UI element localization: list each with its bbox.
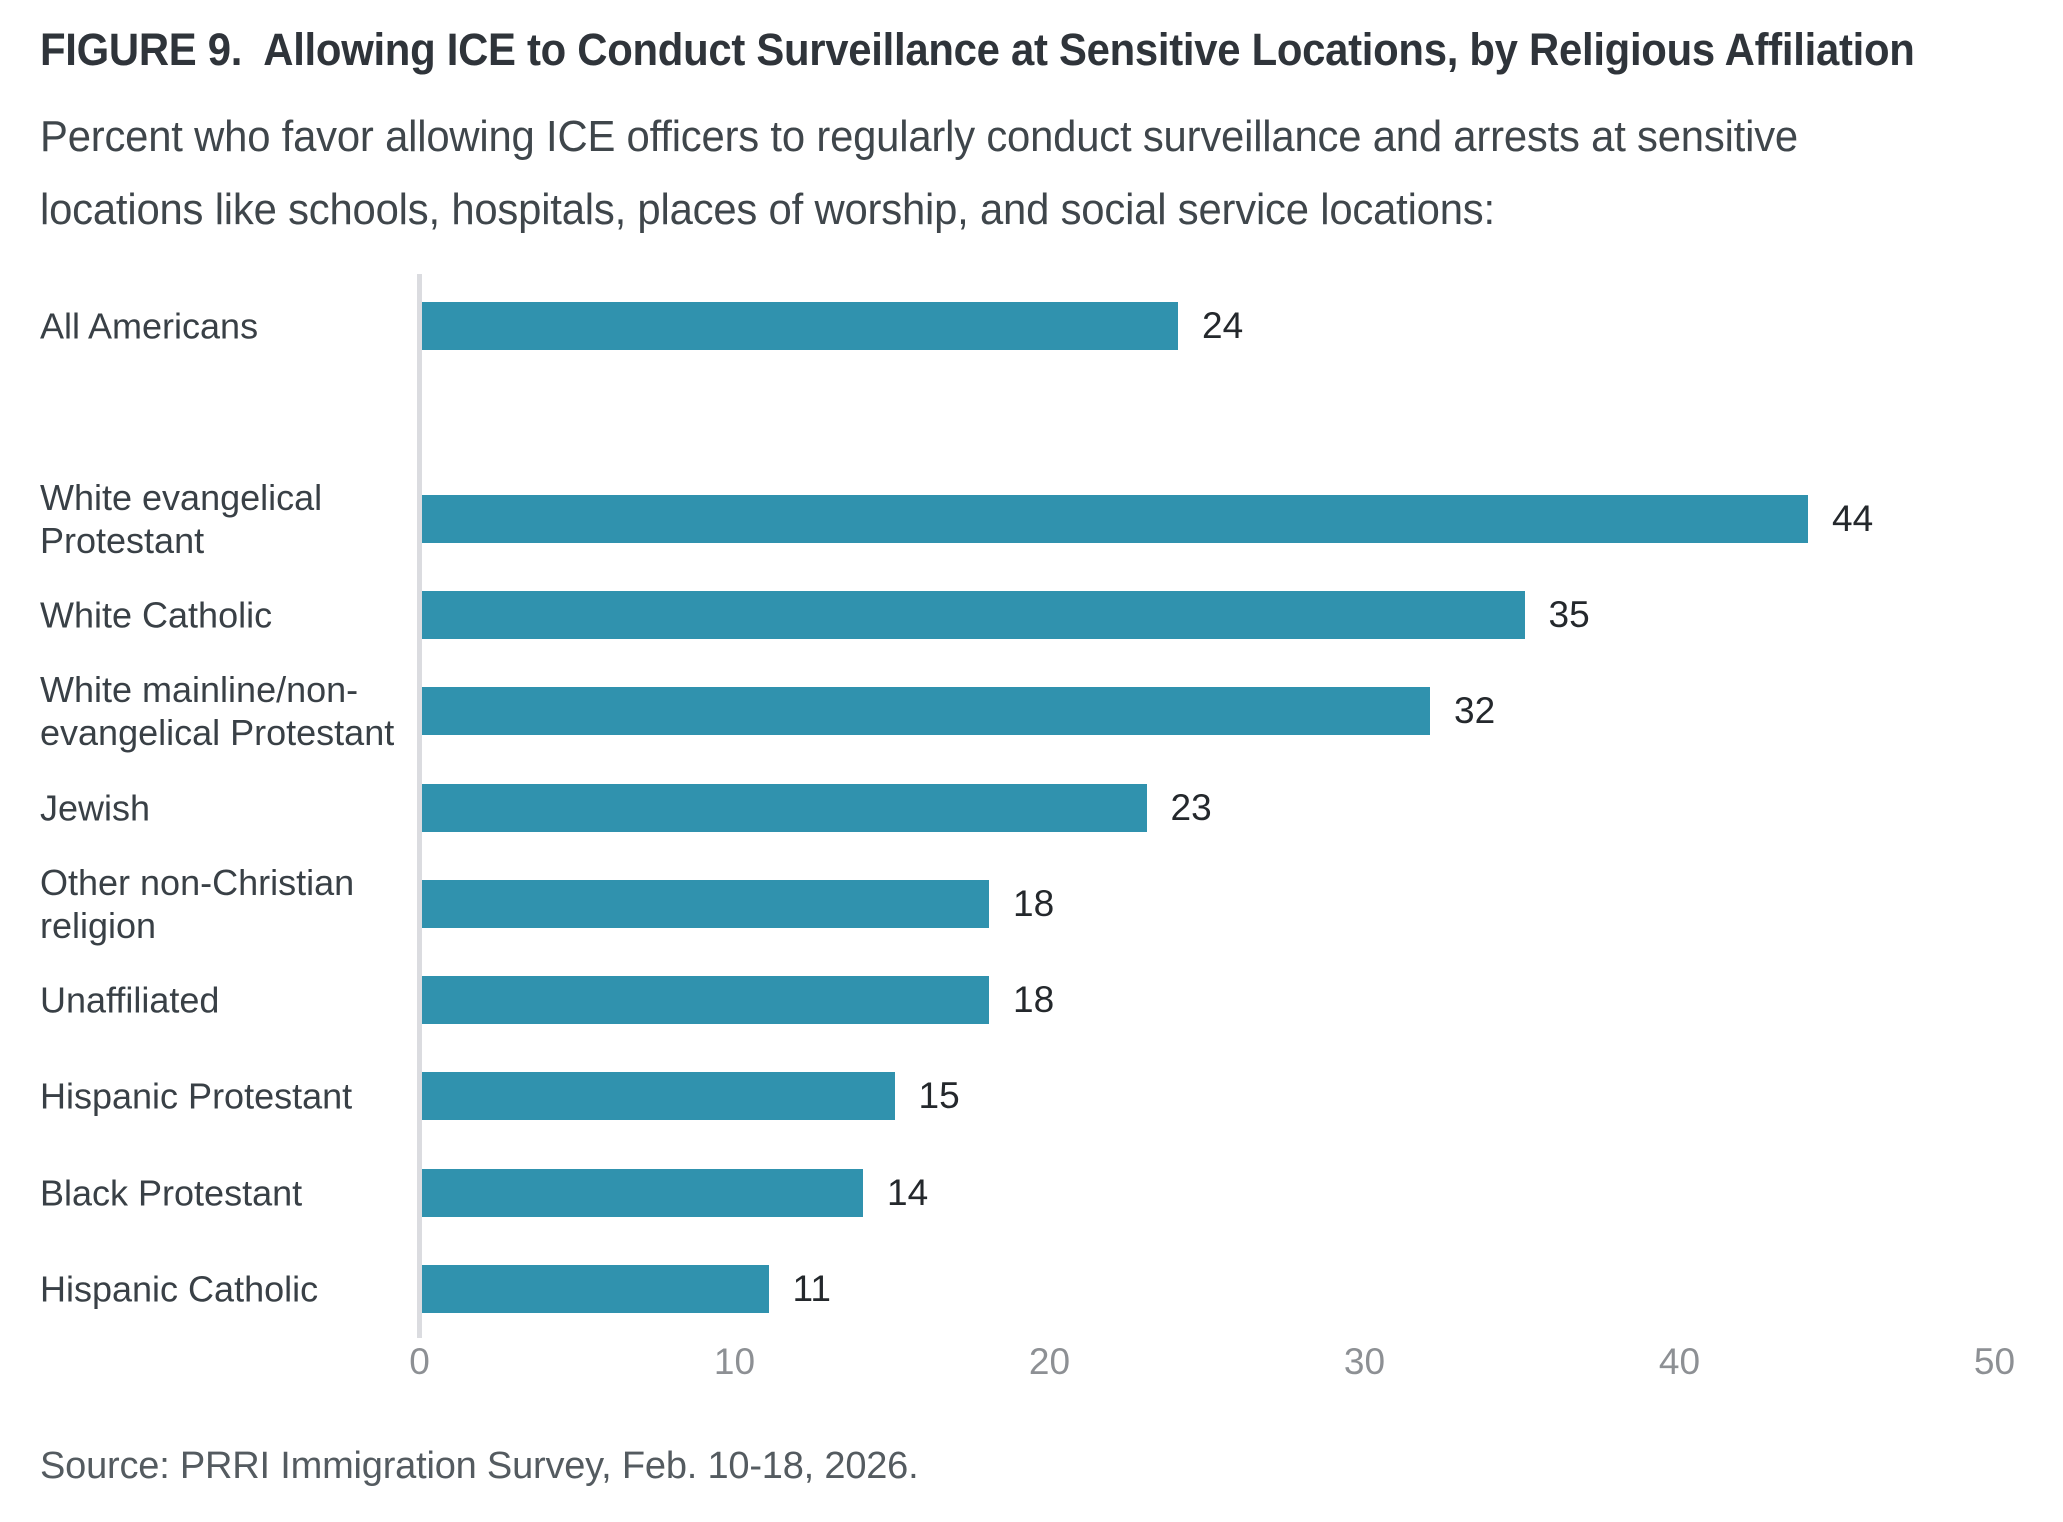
value-label: 44 bbox=[1832, 497, 1874, 539]
value-label: 35 bbox=[1548, 593, 1590, 635]
value-label: 14 bbox=[887, 1171, 929, 1213]
value-label: 23 bbox=[1170, 786, 1212, 828]
category-label: Jewish bbox=[40, 787, 151, 828]
x-axis-tick-label: 50 bbox=[1973, 1341, 2016, 1382]
category-label: White evangelical Protestant bbox=[40, 476, 323, 561]
value-label: 15 bbox=[918, 1075, 960, 1117]
category-label: All Americans bbox=[40, 305, 259, 347]
figure-subtitle-line-2: locations like schools, hospitals, place… bbox=[40, 185, 1495, 234]
figure-subtitle: Percent who favor allowing ICE officers … bbox=[40, 100, 1798, 246]
category-label: Hispanic Protestant bbox=[40, 1075, 353, 1117]
bar bbox=[422, 590, 1525, 639]
x-axis-tick-label: 40 bbox=[1658, 1341, 1701, 1382]
y-axis-line bbox=[417, 274, 422, 1338]
value-label: 24 bbox=[1202, 305, 1244, 346]
category-label: Hispanic Catholic bbox=[40, 1268, 319, 1310]
bar bbox=[422, 1072, 895, 1121]
category-label: Other non-Christian religion bbox=[40, 861, 355, 946]
bar-chart: All Americans 24 White evangelical Protest… bbox=[40, 274, 2016, 1382]
bar bbox=[422, 302, 1178, 350]
value-label: 32 bbox=[1454, 690, 1496, 732]
bar bbox=[422, 783, 1147, 832]
value-label: 11 bbox=[792, 1268, 831, 1309]
bar bbox=[422, 879, 989, 928]
figure-title: FIGURE 9. Allowing ICE to Conduct Survei… bbox=[40, 24, 1915, 75]
bar bbox=[422, 1265, 769, 1313]
bar bbox=[422, 687, 1430, 736]
x-axis-tick-label: 0 bbox=[409, 1341, 430, 1382]
value-label: 18 bbox=[1013, 979, 1055, 1021]
bar bbox=[422, 1168, 863, 1217]
x-axis-tick-label: 30 bbox=[1343, 1341, 1386, 1382]
source-note: Source: PRRI Immigration Survey, Feb. 10… bbox=[40, 1445, 919, 1487]
figure-subtitle-line-1: Percent who favor allowing ICE officers … bbox=[40, 112, 1798, 161]
bar bbox=[422, 494, 1808, 543]
bar bbox=[422, 976, 989, 1025]
category-label: White Catholic bbox=[40, 594, 273, 636]
value-label: 18 bbox=[1013, 882, 1055, 924]
category-label: White mainline/non- evangelical Protesta… bbox=[40, 669, 395, 754]
x-axis-tick-label: 10 bbox=[713, 1341, 756, 1382]
category-label: Unaffiliated bbox=[40, 979, 220, 1021]
category-label: Black Protestant bbox=[40, 1172, 303, 1214]
x-axis-tick-label: 20 bbox=[1028, 1341, 1071, 1382]
